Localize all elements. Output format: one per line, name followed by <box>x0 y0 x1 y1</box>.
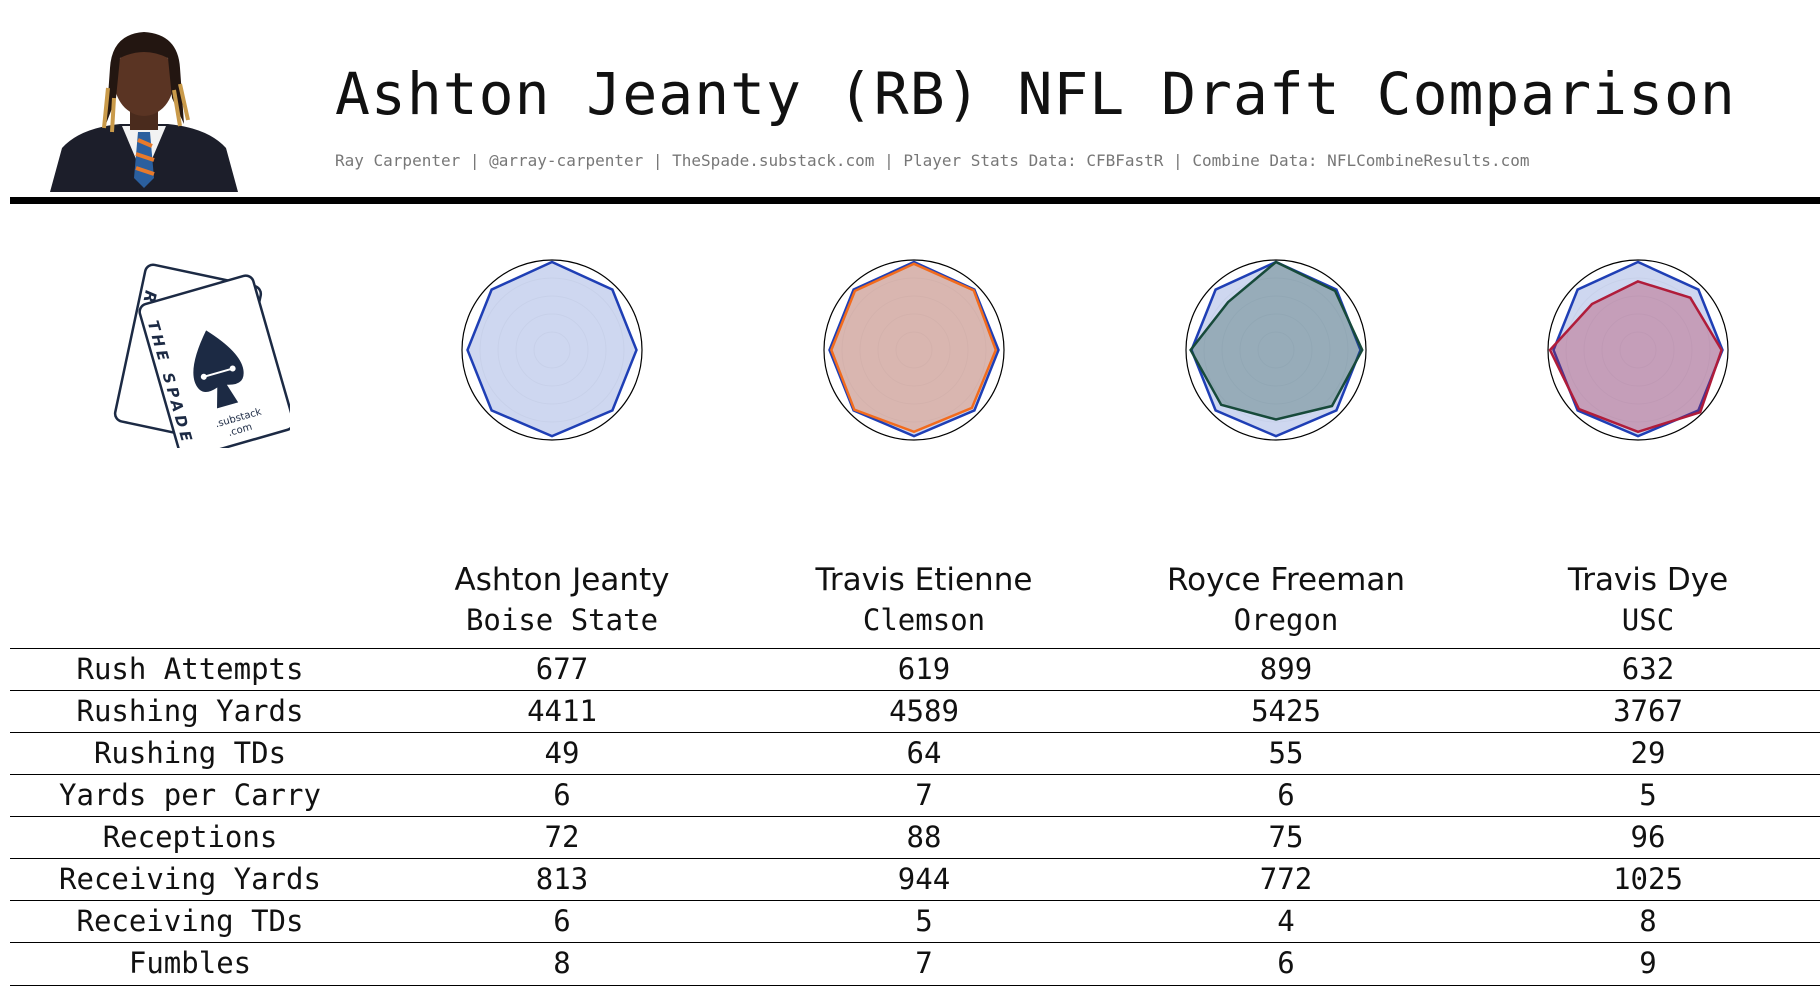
stat-cell: 1025 <box>1613 862 1683 896</box>
radar-outer-ring <box>823 259 1005 441</box>
radar-chart-etienne <box>823 259 1005 441</box>
table-row: Receptions 72 88 75 96 <box>10 816 1820 859</box>
row-label: Receptions <box>102 820 278 854</box>
column-header: Travis Etienne Clemson <box>744 560 1104 640</box>
row-label: Yards per Carry <box>59 778 321 812</box>
player-school: Clemson <box>862 603 986 637</box>
radar-series-jeanty <box>1552 260 1724 438</box>
stat-cell: 5 <box>915 904 933 938</box>
stat-cell: 29 <box>1630 736 1666 770</box>
stat-cell: 6 <box>553 778 571 812</box>
header-divider <box>10 197 1820 204</box>
table-row: Fumbles 8 7 6 9 <box>10 942 1820 986</box>
player-school: USC <box>1621 603 1675 637</box>
stat-cell: 6 <box>553 904 571 938</box>
table-row: Rush Attempts 677 619 899 632 <box>10 648 1820 691</box>
radar-chart-dye <box>1547 259 1729 441</box>
row-label: Rush Attempts <box>76 652 304 686</box>
stat-cell: 5425 <box>1251 694 1321 728</box>
player-school: Boise State <box>465 603 659 637</box>
player-name: Travis Etienne <box>815 562 1033 598</box>
stat-cell: 88 <box>906 820 942 854</box>
stat-cell: 813 <box>535 862 589 896</box>
column-header: Ashton Jeanty Boise State <box>382 560 742 640</box>
row-label: Rushing TDs <box>93 736 287 770</box>
stat-cell: 7 <box>915 946 933 980</box>
stat-cell: 72 <box>544 820 580 854</box>
stat-cell: 7 <box>915 778 933 812</box>
radar-series-etienne <box>829 262 998 434</box>
radar-chart-freeman <box>1185 259 1367 441</box>
row-label: Rushing Yards <box>76 694 304 728</box>
stat-cell: 6 <box>1277 946 1295 980</box>
row-label: Receiving Yards <box>59 862 321 896</box>
stat-cell: 3767 <box>1613 694 1683 728</box>
radar-series-jeanty <box>466 260 638 438</box>
stat-cell: 4589 <box>889 694 959 728</box>
radar-outer-ring <box>1547 259 1729 441</box>
stat-cell: 619 <box>897 652 951 686</box>
table-row: Rushing Yards 4411 4589 5425 3767 <box>10 690 1820 733</box>
table-row: Yards per Carry 6 7 6 5 <box>10 774 1820 817</box>
stat-cell: 772 <box>1259 862 1313 896</box>
radar-outer-ring <box>461 259 643 441</box>
stat-cell: 64 <box>906 736 942 770</box>
radar-chart-jeanty <box>461 259 643 441</box>
stat-cell: 4 <box>1277 904 1295 938</box>
player-name: Ashton Jeanty <box>454 562 670 598</box>
page-title: Ashton Jeanty (RB) NFL Draft Comparison <box>335 60 1736 128</box>
stat-cell: 5 <box>1639 778 1657 812</box>
player-name: Royce Freeman <box>1166 562 1406 598</box>
player-school: Oregon <box>1233 603 1339 637</box>
credits-line: Ray Carpenter | @array-carpenter | TheSp… <box>335 151 1530 170</box>
stat-cell: 944 <box>897 862 951 896</box>
radar-series-jeanty <box>828 260 1000 438</box>
table-row: Rushing TDs 49 64 55 29 <box>10 732 1820 775</box>
stat-cell: 677 <box>535 652 589 686</box>
stat-cell: 632 <box>1621 652 1675 686</box>
radar-outer-ring <box>1185 259 1367 441</box>
stat-cell: 899 <box>1259 652 1313 686</box>
stat-cell: 96 <box>1630 820 1666 854</box>
stat-cell: 9 <box>1639 946 1657 980</box>
row-label: Receiving TDs <box>76 904 304 938</box>
row-label: Fumbles <box>128 946 252 980</box>
player-headshot <box>50 32 238 192</box>
stat-cell: 6 <box>1277 778 1295 812</box>
column-header: Travis Dye USC <box>1468 560 1820 640</box>
radar-series-dye <box>1548 280 1723 434</box>
stat-cell: 8 <box>553 946 571 980</box>
stat-cell: 55 <box>1268 736 1304 770</box>
the-spade-logo: RC THE SPADE .substack .com <box>113 263 290 448</box>
column-header: Royce Freeman Oregon <box>1106 560 1466 640</box>
stat-cell: 8 <box>1639 904 1657 938</box>
stat-cell: 75 <box>1268 820 1304 854</box>
stat-cell: 49 <box>544 736 580 770</box>
player-name: Travis Dye <box>1567 562 1729 598</box>
radar-series-freeman <box>1189 260 1364 421</box>
stat-cell: 4411 <box>527 694 597 728</box>
table-row: Receiving TDs 6 5 4 8 <box>10 900 1820 943</box>
table-row: Receiving Yards 813 944 772 1025 <box>10 858 1820 901</box>
